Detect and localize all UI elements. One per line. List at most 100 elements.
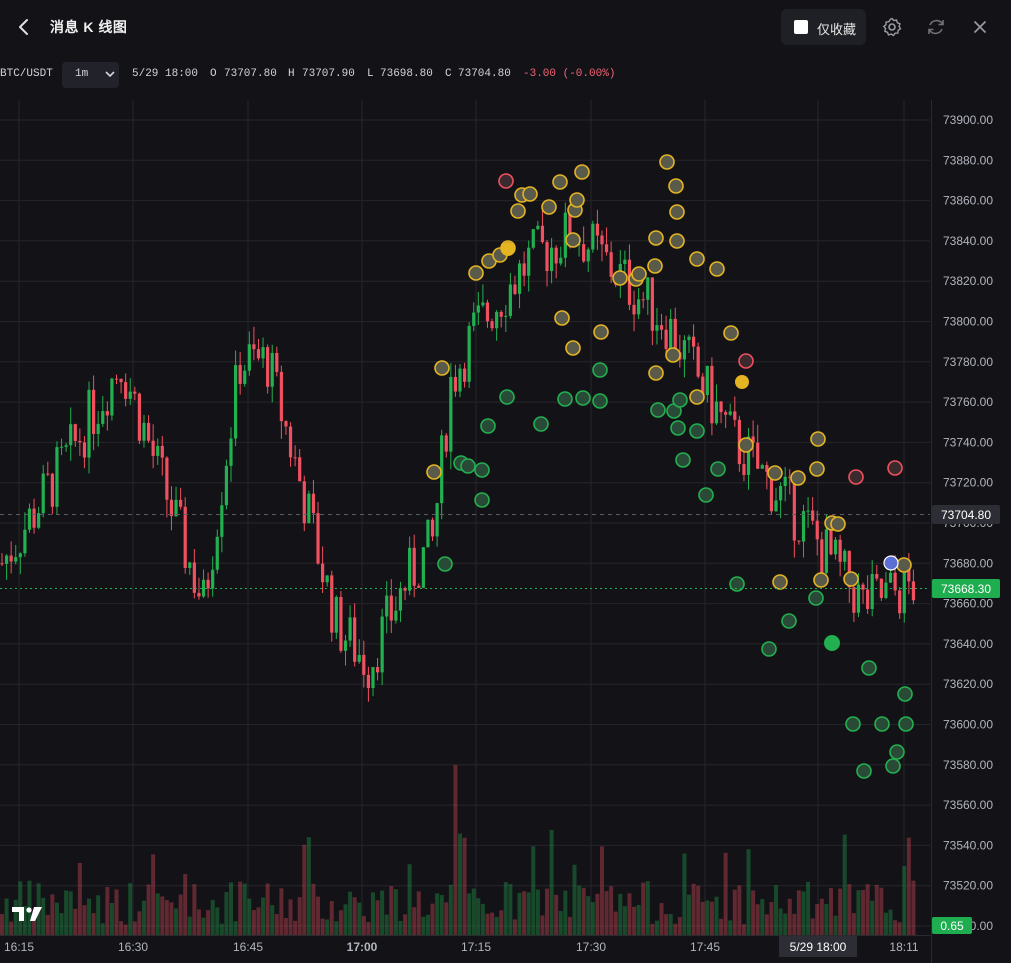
volume-bar bbox=[219, 923, 224, 935]
news-marker-avatar bbox=[541, 199, 557, 215]
volume-bar bbox=[728, 920, 733, 935]
interval-select[interactable]: 1m bbox=[62, 62, 119, 88]
volume-bar bbox=[380, 890, 385, 935]
candle-body bbox=[128, 391, 132, 399]
volume-bar bbox=[572, 864, 577, 935]
time-axis: 16:15 16:30 16:45 17:00 17:15 17:30 17:45 5/29 … bbox=[0, 935, 930, 957]
candle-body bbox=[41, 473, 45, 514]
volume-bar bbox=[283, 917, 288, 935]
price-tick-label: 73780.00 bbox=[943, 355, 993, 369]
candle-body bbox=[137, 393, 141, 441]
volume-bar bbox=[274, 914, 279, 935]
candle-body bbox=[233, 365, 238, 439]
volume-bar bbox=[902, 865, 907, 935]
volume-label-text: 0.65 bbox=[940, 919, 964, 933]
back-arrow-icon[interactable] bbox=[14, 14, 36, 40]
volume-bar bbox=[476, 898, 481, 935]
news-marker-avatar bbox=[897, 686, 913, 702]
candle-body bbox=[449, 376, 453, 452]
candle-body bbox=[266, 347, 270, 387]
candle-body bbox=[490, 321, 494, 329]
candle-body bbox=[215, 536, 219, 570]
volume-bar bbox=[462, 837, 467, 935]
candle-body bbox=[339, 596, 343, 651]
candle-body bbox=[82, 442, 87, 458]
volume-bar bbox=[709, 901, 714, 935]
price-tick-label: 73640.00 bbox=[943, 637, 993, 651]
volume-bar bbox=[306, 837, 311, 935]
candle-body bbox=[334, 596, 338, 633]
news-marker-avatar bbox=[510, 203, 526, 219]
news-marker-avatar bbox=[808, 590, 824, 606]
candle-body bbox=[371, 667, 375, 689]
volume-bar bbox=[613, 911, 618, 935]
price-tick-label: 73520.00 bbox=[943, 879, 993, 893]
candle-body bbox=[325, 575, 329, 583]
news-marker-avatar bbox=[848, 469, 864, 485]
news-marker-avatar bbox=[647, 258, 663, 274]
ohlc-close: 73704.80 bbox=[458, 68, 511, 80]
volume-bar bbox=[535, 889, 540, 935]
candle-body bbox=[37, 513, 41, 528]
news-marker-avatar bbox=[843, 571, 859, 587]
candle-body bbox=[46, 473, 50, 475]
candle-body bbox=[801, 511, 806, 542]
candle-body bbox=[701, 376, 705, 396]
candle-body bbox=[760, 465, 764, 469]
ohlc-open-label: O bbox=[210, 68, 217, 80]
news-marker-avatar bbox=[474, 462, 490, 478]
price-tick-label: 73800.00 bbox=[943, 315, 993, 329]
volume-bar bbox=[595, 893, 600, 935]
news-marker-avatar bbox=[554, 310, 570, 326]
volume-bar bbox=[201, 917, 206, 935]
news-marker-avatar bbox=[468, 265, 484, 281]
chevron-down-icon bbox=[104, 68, 116, 84]
volume-bar bbox=[146, 884, 151, 935]
volume-bar bbox=[861, 890, 866, 935]
candle-body bbox=[270, 352, 274, 387]
volume-bar bbox=[526, 892, 531, 935]
news-marker-avatar bbox=[593, 324, 609, 340]
candle-body bbox=[513, 284, 517, 294]
volume-bar bbox=[499, 910, 504, 935]
volume-bar bbox=[494, 917, 499, 935]
news-marker-avatar bbox=[790, 470, 806, 486]
volume-bar bbox=[334, 921, 339, 935]
settings-gear-icon[interactable] bbox=[880, 15, 904, 39]
candle-body bbox=[591, 223, 595, 250]
refresh-icon[interactable] bbox=[924, 15, 948, 39]
favorites-checkbox[interactable] bbox=[794, 20, 808, 34]
candle-body bbox=[73, 424, 77, 441]
crosshair-price-text: 73704.80 bbox=[941, 508, 991, 522]
favorites-only-toggle[interactable]: 仅收藏 bbox=[781, 9, 866, 45]
volume-bar bbox=[403, 914, 408, 935]
candle-body bbox=[824, 529, 828, 573]
candle-body bbox=[87, 389, 91, 458]
news-marker-avatar bbox=[689, 251, 705, 267]
volume-bar bbox=[732, 889, 737, 935]
volume-bar bbox=[425, 914, 430, 935]
volume-bar bbox=[261, 897, 266, 935]
volume-bar bbox=[348, 891, 353, 935]
news-marker-avatar bbox=[830, 516, 846, 532]
price-tick-label: 73880.00 bbox=[943, 153, 993, 167]
candle-body bbox=[229, 438, 233, 466]
close-icon[interactable] bbox=[968, 15, 992, 39]
candle-body bbox=[687, 336, 691, 341]
volume-bar bbox=[448, 884, 453, 935]
candle-body bbox=[467, 325, 471, 382]
volume-bar bbox=[141, 900, 146, 935]
volume-bar bbox=[824, 904, 829, 935]
price-tick-label: 73900.00 bbox=[943, 113, 993, 127]
volume-bar bbox=[796, 890, 801, 935]
news-marker-avatar bbox=[689, 423, 705, 439]
volume-bar bbox=[123, 924, 128, 935]
volume-bar bbox=[119, 921, 124, 935]
news-marker-avatar bbox=[631, 266, 647, 282]
volume-bar bbox=[329, 901, 334, 935]
volume-bar bbox=[783, 913, 788, 935]
news-marker-avatar bbox=[885, 758, 901, 774]
candle-body bbox=[18, 553, 22, 558]
volume-bar bbox=[384, 914, 389, 935]
